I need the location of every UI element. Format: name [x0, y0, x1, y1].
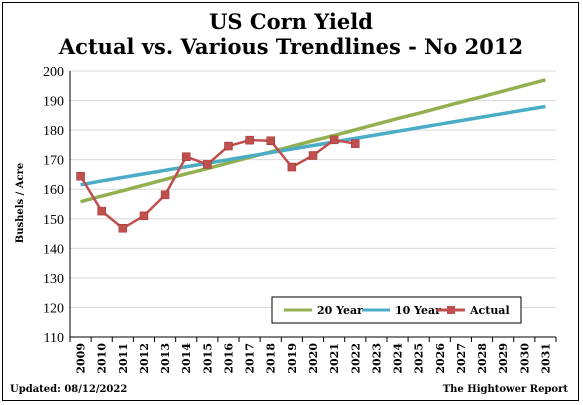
y-tick-label: 150 [43, 213, 64, 228]
x-tick-label: 2028 [476, 343, 489, 374]
data-point-actual [203, 160, 212, 169]
x-tick-label: 2012 [138, 343, 151, 374]
chart-subtitle: Actual vs. Various Trendlines - No 2012 [58, 34, 523, 59]
x-tick-label: 2018 [265, 343, 278, 374]
x-tick-label: 2029 [497, 343, 510, 374]
x-tick-label: 2020 [307, 343, 320, 374]
data-point-actual [160, 190, 170, 200]
x-axis-ticks: 2009 2010 2011 2012 2013 2014 2015 2016 2017 2018… [69, 337, 557, 374]
data-point-actual [287, 162, 297, 172]
x-tick-label: 2011 [117, 343, 130, 374]
x-tick-label: 2026 [434, 343, 447, 374]
y-tick-label: 160 [43, 183, 64, 198]
x-tick-label: 2022 [349, 343, 362, 374]
chart-frame [2, 2, 579, 401]
x-tick-label: 2017 [244, 343, 257, 374]
y-tick-label: 190 [43, 95, 64, 110]
source-credit: The Hightower Report [443, 384, 569, 395]
gridlines [70, 70, 556, 308]
legend-box [271, 296, 522, 324]
data-point-actual [266, 136, 275, 146]
data-point-actual [308, 151, 318, 160]
x-tick-label: 2010 [96, 343, 109, 374]
updated-date: Updated: 08/12/2022 [10, 384, 127, 395]
x-tick-label: 2016 [222, 343, 235, 374]
legend: 20 Year 10 Year Actual [271, 296, 522, 324]
legend-label-20-year: 20 Year [317, 304, 363, 317]
series-group [76, 78, 546, 233]
data-point-actual [76, 171, 85, 181]
x-tick-label: 2024 [392, 343, 405, 374]
data-point-actual [351, 139, 360, 148]
data-point-actual [139, 211, 149, 221]
data-point-actual [118, 223, 128, 233]
data-point-actual [181, 152, 191, 161]
y-tick-label: 180 [43, 124, 64, 139]
x-tick-label: 2009 [75, 343, 88, 374]
legend-label-10-year: 10 Year [395, 304, 441, 317]
y-tick-label: 140 [43, 242, 64, 257]
x-tick-label: 2021 [328, 343, 341, 374]
axes [69, 71, 556, 338]
y-tick-label: 120 [43, 301, 64, 316]
x-tick-label: 2013 [159, 343, 172, 374]
y-tick-label: 200 [43, 65, 64, 80]
x-tick-label: 2031 [539, 343, 552, 374]
y-axis-label: Bushels / Acre [15, 163, 26, 244]
data-point-actual [245, 135, 254, 145]
x-tick-label: 2023 [370, 343, 383, 374]
y-tick-label: 130 [43, 272, 64, 287]
series-line-20-year [80, 78, 546, 204]
x-tick-label: 2014 [180, 343, 193, 374]
legend-label-actual: Actual [469, 304, 510, 317]
data-point-actual [224, 141, 233, 151]
chart-title: US Corn Yield [209, 9, 373, 34]
x-tick-label: 2019 [286, 343, 299, 374]
y-tick-label: 110 [44, 331, 64, 346]
data-point-actual [329, 135, 339, 145]
data-point-actual [97, 206, 106, 216]
x-tick-label: 2015 [201, 343, 214, 374]
y-axis-ticks: 110 120 130 140 150 160 170 180 190 200 [43, 65, 64, 346]
series-line-10-year [80, 104, 546, 187]
x-tick-label: 2025 [413, 343, 426, 374]
legend-marker-actual [447, 306, 455, 314]
x-tick-label: 2030 [518, 343, 531, 374]
x-tick-label: 2027 [455, 343, 468, 374]
y-tick-label: 170 [43, 154, 64, 169]
